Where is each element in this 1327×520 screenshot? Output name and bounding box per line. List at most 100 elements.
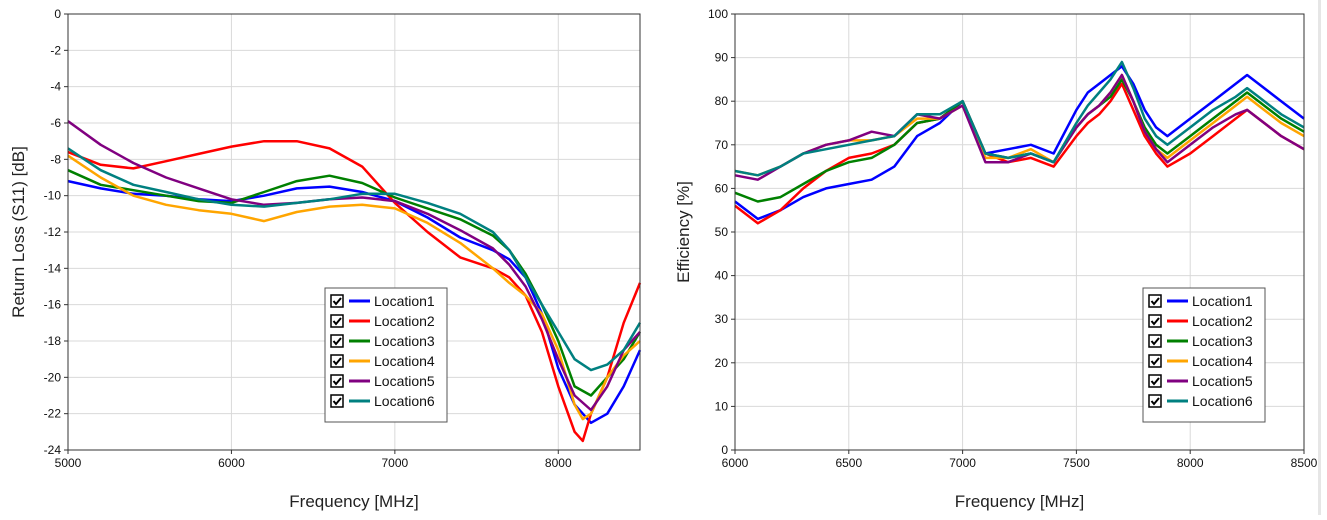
y-tick-label: 10 — [715, 399, 729, 413]
efficiency-chart: 6000 6500 7000 7500 8000 8500 0 10 20 30 40 50 60 70 8… — [660, 0, 1327, 515]
check-icon — [1150, 317, 1160, 326]
legend-item-location3[interactable]: Location3 — [330, 333, 435, 349]
legend-item-location2[interactable]: Location2 — [330, 313, 435, 329]
legend-item-location3[interactable]: Location3 — [1148, 333, 1253, 349]
window-edge — [1318, 0, 1321, 515]
legend-item-location1[interactable]: Location1 — [1148, 293, 1253, 309]
check-icon — [332, 397, 342, 406]
x-tick-label: 6000 — [218, 456, 245, 470]
y-tick-label: 0 — [721, 443, 728, 457]
y-tick-label: -20 — [44, 370, 62, 384]
series-line-location1 — [734, 65, 1305, 221]
tick-labels: 6000 6500 7000 7500 8000 8500 0 10 20 30 40 50 60 70 8… — [708, 7, 1318, 470]
legend-checkbox[interactable] — [1148, 334, 1162, 348]
y-tick-label: 30 — [715, 312, 729, 326]
series-group — [734, 60, 1305, 225]
check-icon — [1150, 397, 1160, 406]
legend-label: Location4 — [374, 353, 435, 369]
y-tick-label: -16 — [44, 298, 62, 312]
legend-label: Location1 — [374, 293, 435, 309]
legend-checkbox[interactable] — [330, 374, 344, 388]
y-tick-label: -24 — [44, 443, 62, 457]
return-loss-chart-svg: 5000 6000 7000 8000 0 -2 -4 -6 -8 -10 -12 -14 -16 -18… — [9, 7, 642, 511]
legend-label: Location4 — [1192, 353, 1253, 369]
legend-item-location1[interactable]: Location1 — [330, 293, 435, 309]
check-icon — [1150, 357, 1160, 366]
series-line-location3 — [67, 169, 642, 397]
series-line-location2 — [67, 139, 642, 443]
y-tick-label: -8 — [50, 152, 61, 166]
check-icon — [1150, 377, 1160, 386]
legend-checkbox[interactable] — [1148, 354, 1162, 368]
return-loss-chart: 5000 6000 7000 8000 0 -2 -4 -6 -8 -10 -12 -14 -16 -18… — [0, 0, 660, 515]
legend-item-location6[interactable]: Location6 — [330, 393, 435, 409]
x-tick-label: 7000 — [949, 456, 976, 470]
x-tick-label: 8000 — [545, 456, 572, 470]
y-tick-label: 80 — [715, 94, 729, 108]
series-line-location4 — [67, 154, 641, 421]
y-axis-title: Efficiency [%] — [674, 181, 693, 283]
y-tick-label: -4 — [50, 80, 61, 94]
check-icon — [332, 317, 342, 326]
legend-item-location2[interactable]: Location2 — [1148, 313, 1253, 329]
legend-box — [1142, 287, 1266, 423]
legend: Location1 Location2 Location3 Location4 Loca… — [1142, 287, 1266, 423]
legend-checkbox[interactable] — [330, 314, 344, 328]
legend-item-location4[interactable]: Location4 — [1148, 353, 1253, 369]
x-axis-title: Frequency [MHz] — [289, 492, 418, 511]
check-icon — [332, 377, 342, 386]
check-icon — [332, 297, 342, 306]
x-tick-label: 5000 — [55, 456, 82, 470]
legend-checkbox[interactable] — [330, 354, 344, 368]
legend-label: Location3 — [374, 333, 435, 349]
legend-checkbox[interactable] — [1148, 394, 1162, 408]
y-tick-label: 70 — [715, 138, 729, 152]
x-tick-label: 8500 — [1291, 456, 1318, 470]
legend-checkbox[interactable] — [1148, 374, 1162, 388]
legend-label: Location6 — [1192, 393, 1253, 409]
x-tick-label: 6000 — [722, 456, 749, 470]
legend-checkbox[interactable] — [330, 334, 344, 348]
y-tick-label: 0 — [54, 7, 61, 21]
legend-item-location5[interactable]: Location5 — [1148, 373, 1253, 389]
y-tick-label: -12 — [44, 225, 62, 239]
legend-label: Location5 — [1192, 373, 1253, 389]
legend-checkbox[interactable] — [330, 394, 344, 408]
y-tick-label: -2 — [50, 43, 61, 57]
legend: Location1 Location2 Location3 Location4 Loca… — [324, 287, 448, 423]
x-tick-label: 7000 — [382, 456, 409, 470]
series-group — [67, 120, 642, 443]
check-icon — [1150, 337, 1160, 346]
y-tick-label: -14 — [44, 261, 62, 275]
legend-label: Location2 — [1192, 313, 1253, 329]
legend-item-location4[interactable]: Location4 — [330, 353, 435, 369]
series-line-location2 — [734, 82, 1305, 225]
legend-label: Location3 — [1192, 333, 1253, 349]
efficiency-chart-svg: 6000 6500 7000 7500 8000 8500 0 10 20 30 40 50 60 70 8… — [674, 7, 1318, 511]
series-line-location5 — [67, 120, 641, 412]
legend-checkbox[interactable] — [1148, 294, 1162, 308]
legend-item-location5[interactable]: Location5 — [330, 373, 435, 389]
legend-label: Location2 — [374, 313, 435, 329]
y-tick-label: 90 — [715, 51, 729, 65]
y-tick-label: 40 — [715, 269, 729, 283]
x-axis-title: Frequency [MHz] — [955, 492, 1084, 511]
y-axis-title: Return Loss (S11) [dB] — [9, 146, 28, 318]
y-tick-label: -10 — [44, 189, 62, 203]
series-line-location6 — [734, 60, 1305, 177]
check-icon — [332, 357, 342, 366]
legend-box — [324, 287, 448, 423]
x-tick-label: 8000 — [1177, 456, 1204, 470]
legend-checkbox[interactable] — [330, 294, 344, 308]
y-tick-label: 100 — [708, 7, 728, 21]
legend-item-location6[interactable]: Location6 — [1148, 393, 1253, 409]
x-tick-label: 7500 — [1063, 456, 1090, 470]
x-tick-label: 6500 — [835, 456, 862, 470]
series-line-location6 — [67, 147, 642, 372]
legend-label: Location1 — [1192, 293, 1253, 309]
y-tick-label: 20 — [715, 356, 729, 370]
series-line-location5 — [734, 73, 1305, 181]
y-tick-label: -6 — [50, 116, 61, 130]
check-icon — [1150, 297, 1160, 306]
legend-checkbox[interactable] — [1148, 314, 1162, 328]
